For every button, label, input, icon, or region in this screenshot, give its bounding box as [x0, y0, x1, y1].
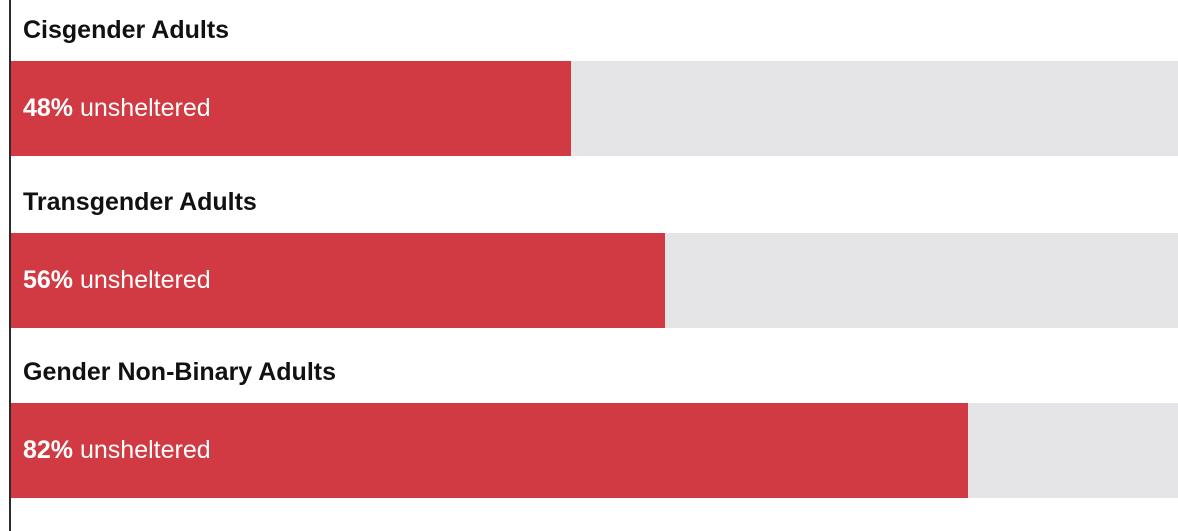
bar-value: 48% — [23, 94, 74, 122]
bar-fill — [11, 233, 665, 328]
bar-value-suffix: unsheltered — [80, 266, 211, 294]
bar-value: 56% — [23, 266, 74, 294]
bar-value-label: 82% unsheltered — [23, 403, 211, 498]
bar-value: 82% — [23, 436, 74, 464]
bar-track: 56% unsheltered — [11, 233, 1178, 328]
bar-fill — [11, 403, 968, 498]
bar-track: 48% unsheltered — [11, 61, 1178, 156]
bar-value-suffix: unsheltered — [80, 94, 211, 122]
bar-value-suffix: unsheltered — [80, 436, 211, 464]
bar-value-label: 56% unsheltered — [23, 233, 211, 328]
category-label: Transgender Adults — [23, 188, 257, 216]
category-label: Cisgender Adults — [23, 16, 230, 44]
bar-value-label: 48% unsheltered — [23, 61, 211, 156]
bar-track: 82% unsheltered — [11, 403, 1178, 498]
axis-line — [9, 0, 11, 531]
bar-fill — [11, 61, 571, 156]
category-label: Gender Non-Binary Adults — [23, 358, 336, 386]
